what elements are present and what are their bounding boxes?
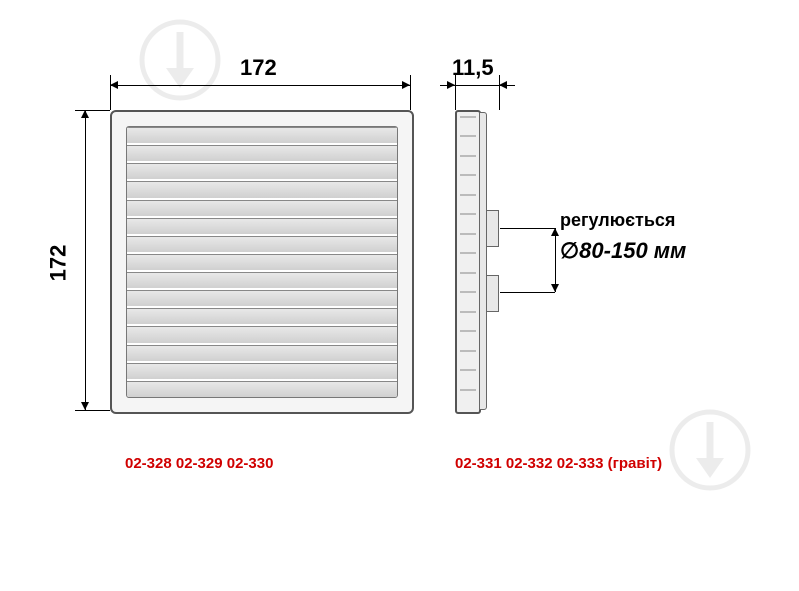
front-view-grille [110,110,414,414]
grille-slat [127,127,397,143]
grille-slat [127,290,397,306]
grille-slat [127,381,397,397]
grille-slat [127,345,397,361]
arrow-up-icon [551,228,559,236]
models-left-label: 02-328 02-329 02-330 [125,455,273,472]
arrow-left-icon [499,81,507,89]
side-slot [460,135,476,137]
side-slot [460,291,476,293]
dim-ext-line [75,410,110,411]
adjustable-label: регулюється [560,210,675,231]
arrow-down-icon [551,284,559,292]
side-rear-plate [479,112,487,410]
grille-slat [127,326,397,342]
watermark-icon [660,400,760,505]
grille-slat [127,363,397,379]
side-slot [460,350,476,352]
width-dimension-label: 172 [240,55,277,81]
models-right-label: 02-331 02-332 02-333 (гравіт) [455,455,662,472]
arrow-right-icon [447,81,455,89]
arrow-left-icon [110,81,118,89]
leader-line [500,228,555,229]
diameter-label: ∅80-150 мм [560,238,686,264]
height-dimension-label: 172 [45,245,71,282]
side-slot [460,116,476,118]
arrow-up-icon [81,110,89,118]
diagram-canvas: 172 172 11,5 регулюється ∅80-150 мм 02-3… [0,0,799,591]
grille-inner [126,126,398,398]
grille-slat [127,163,397,179]
grille-slat [127,200,397,216]
arrow-down-icon [81,402,89,410]
side-slot [460,155,476,157]
grille-slat [127,181,397,197]
grille-slat [127,272,397,288]
dim-line [85,110,86,410]
side-slot [460,389,476,391]
dim-line [110,85,410,86]
arrow-right-icon [402,81,410,89]
side-view-frame [455,110,481,414]
diameter-value: 80-150 мм [579,238,686,263]
side-slot [460,194,476,196]
side-slot [460,311,476,313]
side-slot [460,213,476,215]
watermark-icon [130,10,230,115]
leader-line [500,292,555,293]
dim-ext-line [410,75,411,110]
side-slot [460,272,476,274]
side-slot [460,233,476,235]
grille-slat [127,218,397,234]
side-slot [460,252,476,254]
grille-slat [127,254,397,270]
side-slot [460,369,476,371]
side-slot [460,330,476,332]
depth-dimension-label: 11,5 [452,55,494,81]
grille-slat [127,145,397,161]
grille-slat [127,308,397,324]
side-slot [460,174,476,176]
leader-line [555,228,556,292]
grille-slat [127,236,397,252]
